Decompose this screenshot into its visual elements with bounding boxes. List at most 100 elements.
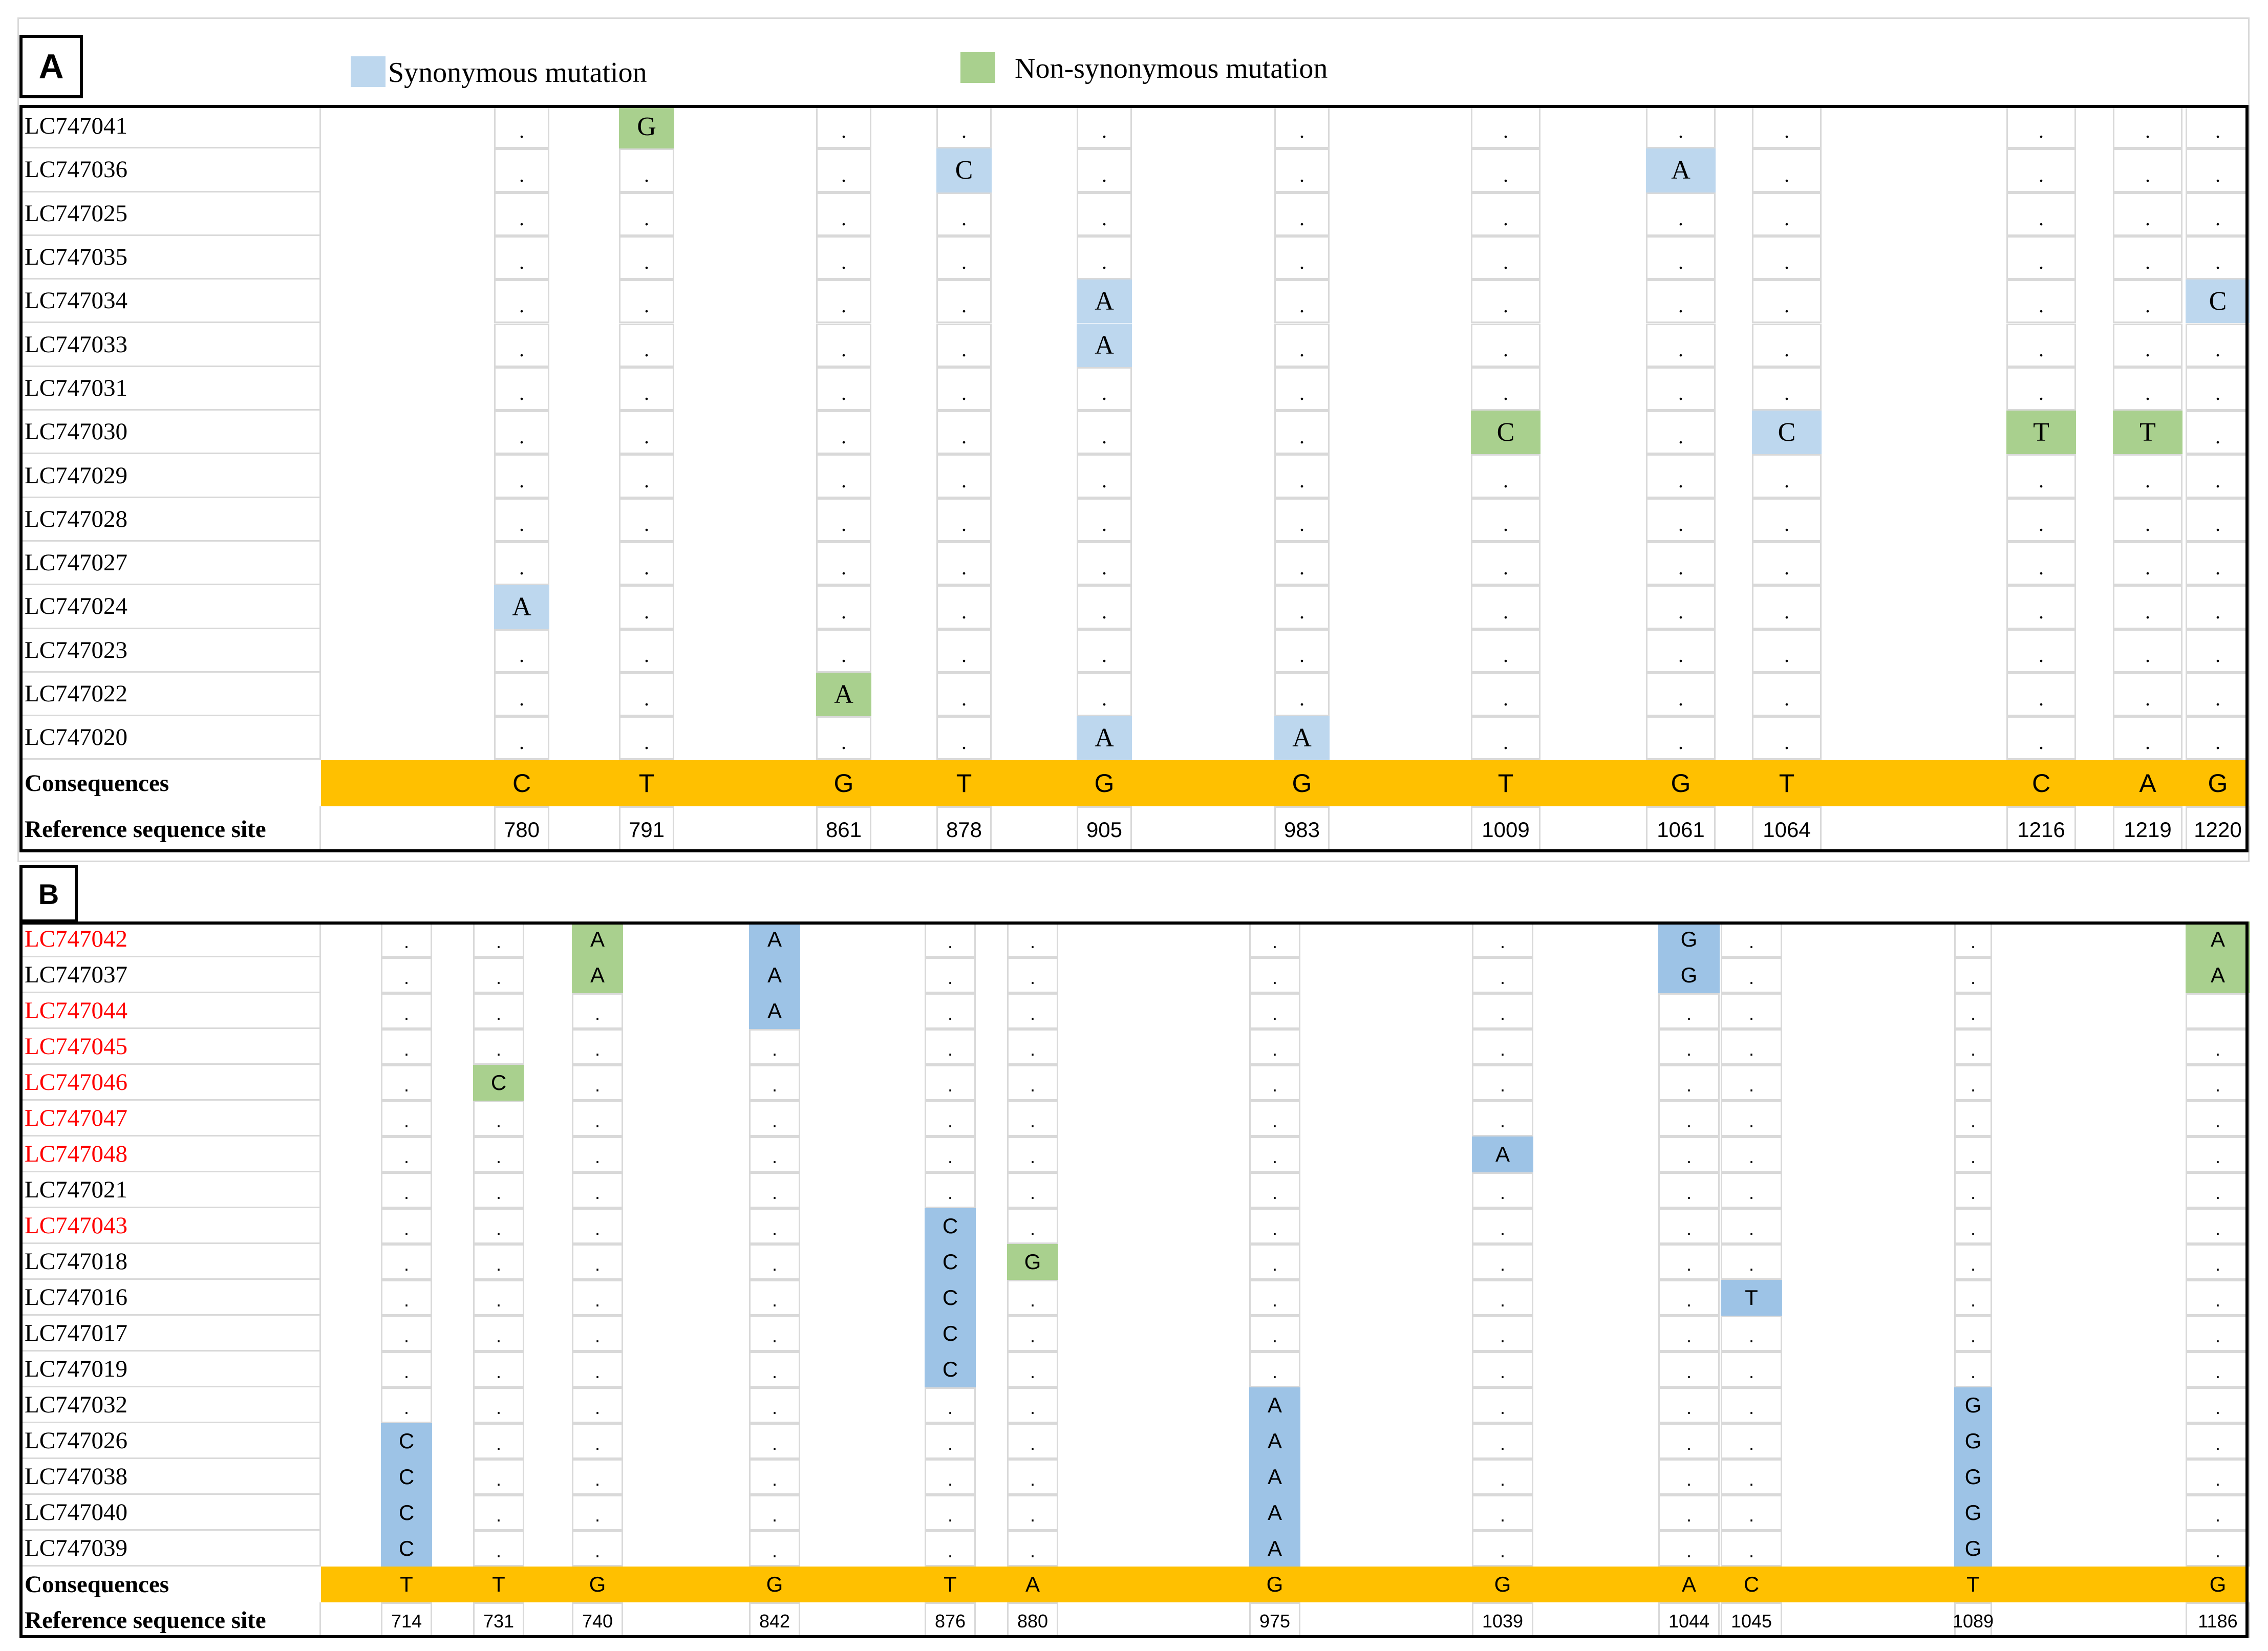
variant-cell: . bbox=[1471, 323, 1540, 367]
variant-cell: . bbox=[1646, 280, 1716, 324]
variant-cell: . bbox=[619, 542, 674, 586]
variant-cell: . bbox=[2006, 235, 2076, 280]
variant-cell: . bbox=[2006, 585, 2076, 629]
variant-cell: . bbox=[1472, 1172, 1533, 1208]
consequence-base: C bbox=[1743, 1572, 1760, 1596]
variant-cell: . bbox=[2113, 498, 2183, 542]
variant-cell: . bbox=[1007, 1387, 1058, 1423]
consequence-base: T bbox=[956, 768, 972, 798]
variant-cell: . bbox=[1249, 1316, 1300, 1352]
variant-cell: . bbox=[816, 411, 871, 455]
variant-cell: . bbox=[1954, 1029, 1992, 1065]
variant-cell: . bbox=[1646, 192, 1716, 236]
variant-cell: . bbox=[1007, 1208, 1058, 1244]
variant-cell: A bbox=[1274, 716, 1330, 760]
variant-cell: . bbox=[1752, 148, 1822, 192]
variant-cell: . bbox=[2006, 629, 2076, 673]
reference-site-number: 780 bbox=[494, 806, 549, 852]
variant-cell: . bbox=[936, 192, 992, 236]
variant-cell: . bbox=[1954, 1208, 1992, 1244]
variant-cell: G bbox=[1954, 1531, 1992, 1567]
variant-cell: . bbox=[936, 367, 992, 411]
variant-cell: . bbox=[1077, 672, 1132, 717]
variant-cell: . bbox=[2186, 498, 2250, 542]
variant-cell: . bbox=[1471, 148, 1540, 192]
variant-cell: . bbox=[1472, 957, 1533, 993]
variant-cell: A bbox=[572, 957, 623, 993]
variant-cell: . bbox=[473, 1495, 524, 1531]
variant-cell: . bbox=[1472, 1423, 1533, 1459]
variant-cell: T bbox=[1721, 1280, 1782, 1316]
variant-cell: . bbox=[1274, 323, 1330, 367]
variant-cell: . bbox=[381, 921, 432, 957]
variant-cell: . bbox=[749, 1065, 800, 1101]
accession-label: LC747018 bbox=[19, 1244, 321, 1280]
variant-cell: . bbox=[1721, 1352, 1782, 1387]
variant-cell: A bbox=[749, 993, 800, 1029]
variant-cell bbox=[2186, 993, 2250, 1029]
variant-cell: . bbox=[2113, 716, 2183, 760]
synonymous-legend-swatch bbox=[351, 56, 386, 87]
consequence-base: G bbox=[766, 1572, 783, 1596]
variant-cell: . bbox=[936, 542, 992, 586]
reference-site-number: 791 bbox=[619, 806, 674, 852]
accession-label: LC747035 bbox=[19, 236, 321, 280]
variant-cell: G bbox=[1007, 1244, 1058, 1280]
variant-cell: . bbox=[1721, 957, 1782, 993]
variant-cell: . bbox=[1954, 1244, 1992, 1280]
variant-cell: . bbox=[619, 148, 674, 192]
variant-cell: . bbox=[1472, 1459, 1533, 1495]
variant-cell: A bbox=[1249, 1531, 1300, 1567]
accession-label: LC747030 bbox=[19, 411, 321, 455]
variant-cell: . bbox=[749, 1459, 800, 1495]
accession-label: LC747039 bbox=[19, 1531, 321, 1567]
variant-cell: . bbox=[473, 921, 524, 957]
variant-cell: . bbox=[1954, 1316, 1992, 1352]
variant-cell: . bbox=[1658, 1101, 1720, 1137]
variant-cell: . bbox=[925, 1101, 976, 1137]
variant-cell: . bbox=[1274, 367, 1330, 411]
variant-cell: . bbox=[1472, 1029, 1533, 1065]
variant-cell: . bbox=[1274, 585, 1330, 629]
variant-cell: . bbox=[572, 1244, 623, 1280]
variant-cell: . bbox=[816, 367, 871, 411]
variant-cell: . bbox=[1274, 235, 1330, 280]
variant-cell: . bbox=[1472, 1495, 1533, 1531]
variant-cell: . bbox=[936, 672, 992, 717]
variant-cell: . bbox=[572, 1137, 623, 1172]
variant-cell: . bbox=[381, 993, 432, 1029]
variant-cell: . bbox=[2186, 1208, 2250, 1244]
variant-cell: . bbox=[381, 1208, 432, 1244]
variant-cell: . bbox=[1077, 411, 1132, 455]
variant-cell: . bbox=[2006, 716, 2076, 760]
accession-label: LC747041 bbox=[19, 105, 321, 149]
reference-site-number: 861 bbox=[816, 806, 871, 852]
variant-cell: C bbox=[381, 1495, 432, 1531]
variant-cell: G bbox=[1658, 921, 1720, 957]
variant-cell: . bbox=[1077, 498, 1132, 542]
variant-cell: . bbox=[1721, 1495, 1782, 1531]
variant-cell: . bbox=[2186, 585, 2250, 629]
variant-cell: . bbox=[1721, 1101, 1782, 1137]
variant-cell: . bbox=[2186, 1316, 2250, 1352]
reference-site-number: 1220 bbox=[2186, 806, 2250, 852]
variant-cell: . bbox=[1249, 1101, 1300, 1137]
variant-cell: . bbox=[572, 1387, 623, 1423]
reference-site-number: 740 bbox=[572, 1602, 623, 1638]
variant-cell: . bbox=[1007, 1101, 1058, 1137]
variant-cell: A bbox=[2186, 921, 2250, 957]
consequences-band bbox=[321, 1567, 2249, 1602]
variant-cell: . bbox=[2006, 105, 2076, 149]
variant-cell: . bbox=[494, 280, 549, 324]
variant-cell: . bbox=[1007, 1172, 1058, 1208]
synonymous-legend-label: Synonymous mutation bbox=[388, 57, 647, 89]
accession-label: LC747028 bbox=[19, 498, 321, 542]
accession-label: LC747025 bbox=[19, 192, 321, 236]
variant-cell: C bbox=[925, 1244, 976, 1280]
variant-cell: . bbox=[2113, 192, 2183, 236]
variant-cell: A bbox=[1646, 148, 1716, 192]
variant-cell: . bbox=[2186, 411, 2250, 455]
reference-site-number: 1044 bbox=[1658, 1602, 1720, 1638]
variant-cell: . bbox=[494, 235, 549, 280]
variant-cell: . bbox=[2186, 148, 2250, 192]
